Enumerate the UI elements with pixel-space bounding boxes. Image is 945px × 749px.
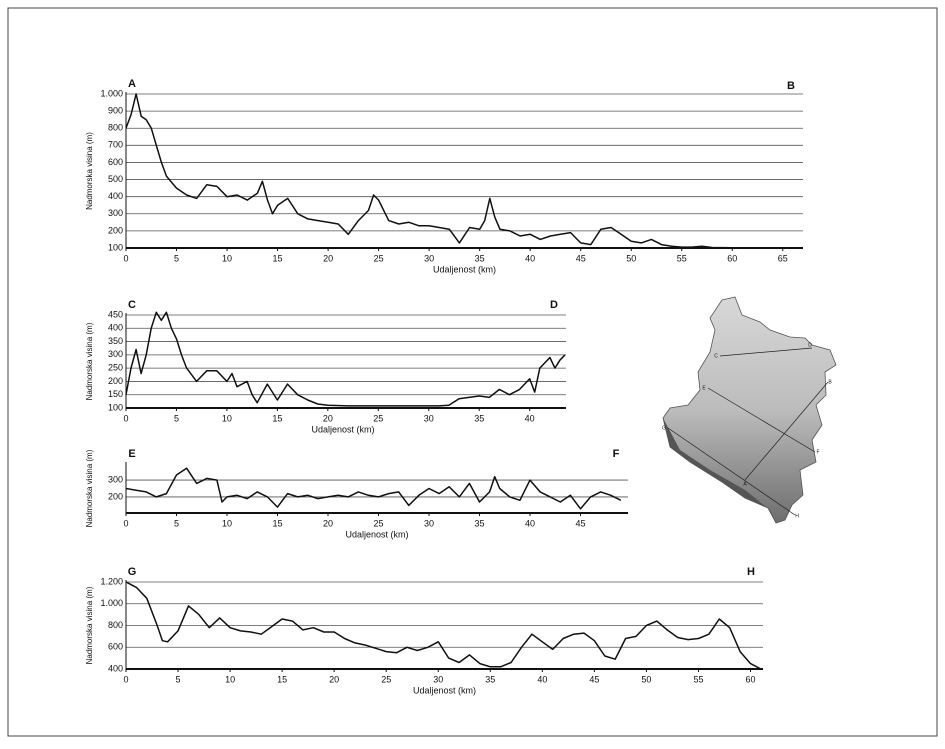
x-tick-label: 40 xyxy=(525,413,535,423)
x-axis-title: Udaljenost (km) xyxy=(433,264,496,274)
y-tick-label: 200 xyxy=(108,491,123,501)
x-tick-label: 40 xyxy=(525,518,535,528)
x-tick-label: 25 xyxy=(381,674,391,684)
x-tick-label: 25 xyxy=(374,253,384,263)
map-label: G xyxy=(662,425,666,431)
x-tick-label: 20 xyxy=(323,518,333,528)
y-tick-label: 600 xyxy=(108,642,123,652)
x-tick-label: 10 xyxy=(222,518,232,528)
x-tick-label: 0 xyxy=(123,674,128,684)
x-tick-label: 60 xyxy=(727,253,737,263)
map-label: F xyxy=(816,449,819,455)
x-tick-label: 65 xyxy=(778,253,788,263)
x-tick-label: 15 xyxy=(277,674,287,684)
x-tick-label: 5 xyxy=(174,413,179,423)
x-tick-label: 45 xyxy=(576,518,586,528)
x-tick-label: 35 xyxy=(485,674,495,684)
y-tick-label: 450 xyxy=(108,309,123,319)
x-tick-label: 0 xyxy=(123,253,128,263)
x-tick-label: 45 xyxy=(589,674,599,684)
y-tick-label: 1.200 xyxy=(100,576,123,586)
start-label: E xyxy=(128,448,135,460)
x-tick-label: 35 xyxy=(475,253,485,263)
y-tick-label: 200 xyxy=(108,376,123,386)
y-axis-title: Nadmorska visina (m) xyxy=(85,586,94,664)
x-axis-title: Udaljenost (km) xyxy=(345,529,408,539)
x-tick-label: 25 xyxy=(374,518,384,528)
y-tick-label: 1.000 xyxy=(100,88,123,98)
x-tick-label: 60 xyxy=(746,674,756,684)
x-tick-label: 55 xyxy=(677,253,687,263)
x-tick-label: 40 xyxy=(525,253,535,263)
y-tick-label: 400 xyxy=(108,323,123,333)
x-tick-label: 40 xyxy=(537,674,547,684)
start-label: G xyxy=(128,566,137,578)
y-tick-label: 150 xyxy=(108,389,123,399)
start-label: C xyxy=(128,299,136,311)
x-tick-label: 10 xyxy=(222,413,232,423)
x-tick-label: 5 xyxy=(174,518,179,528)
x-tick-label: 50 xyxy=(641,674,651,684)
x-axis-title: Udaljenost (km) xyxy=(413,685,476,695)
y-tick-label: 700 xyxy=(108,140,123,150)
x-tick-label: 30 xyxy=(424,413,434,423)
map-label: C xyxy=(714,353,718,359)
x-tick-label: 5 xyxy=(174,253,179,263)
x-axis-title: Udaljenost (km) xyxy=(311,424,374,434)
x-tick-label: 0 xyxy=(123,518,128,528)
x-tick-label: 15 xyxy=(273,253,283,263)
map-label: H xyxy=(795,513,799,519)
x-tick-label: 0 xyxy=(123,413,128,423)
x-tick-label: 30 xyxy=(433,674,443,684)
y-axis-title: Nadmorska visina (m) xyxy=(85,132,94,210)
x-tick-label: 35 xyxy=(475,518,485,528)
x-tick-label: 25 xyxy=(373,413,383,423)
y-tick-label: 1.000 xyxy=(100,598,123,608)
x-tick-label: 45 xyxy=(576,253,586,263)
x-tick-label: 50 xyxy=(626,253,636,263)
end-label: B xyxy=(787,80,795,92)
x-tick-label: 10 xyxy=(225,674,235,684)
y-tick-label: 100 xyxy=(108,242,123,252)
x-tick-label: 55 xyxy=(693,674,703,684)
y-tick-label: 800 xyxy=(108,123,123,133)
y-tick-label: 500 xyxy=(108,174,123,184)
x-tick-label: 30 xyxy=(424,518,434,528)
figure: 1002003004005006007008009001.00005101520… xyxy=(0,0,945,744)
x-tick-label: 20 xyxy=(323,253,333,263)
y-tick-label: 300 xyxy=(108,208,123,218)
y-tick-label: 250 xyxy=(108,363,123,373)
y-tick-label: 300 xyxy=(108,349,123,359)
start-label: A xyxy=(128,78,136,90)
y-axis-title: Nadmorska visina (m) xyxy=(85,449,94,527)
y-tick-label: 400 xyxy=(108,663,123,673)
y-tick-label: 350 xyxy=(108,336,123,346)
x-tick-label: 30 xyxy=(424,253,434,263)
x-tick-label: 15 xyxy=(273,518,283,528)
y-tick-label: 300 xyxy=(108,474,123,484)
x-tick-label: 20 xyxy=(323,413,333,423)
y-axis-title: Nadmorska visina (m) xyxy=(85,322,94,400)
y-tick-label: 800 xyxy=(108,620,123,630)
x-tick-label: 15 xyxy=(272,413,282,423)
end-label: F xyxy=(613,448,620,460)
y-tick-label: 900 xyxy=(108,105,123,115)
map-label: D xyxy=(808,342,812,348)
x-tick-label: 5 xyxy=(176,674,181,684)
y-tick-label: 400 xyxy=(108,191,123,201)
y-tick-label: 600 xyxy=(108,157,123,167)
x-tick-label: 35 xyxy=(474,413,484,423)
x-tick-label: 10 xyxy=(222,253,232,263)
x-tick-label: 20 xyxy=(329,674,339,684)
end-label: H xyxy=(747,566,755,578)
y-tick-label: 200 xyxy=(108,225,123,235)
end-label: D xyxy=(550,299,558,311)
y-tick-label: 100 xyxy=(108,402,123,412)
